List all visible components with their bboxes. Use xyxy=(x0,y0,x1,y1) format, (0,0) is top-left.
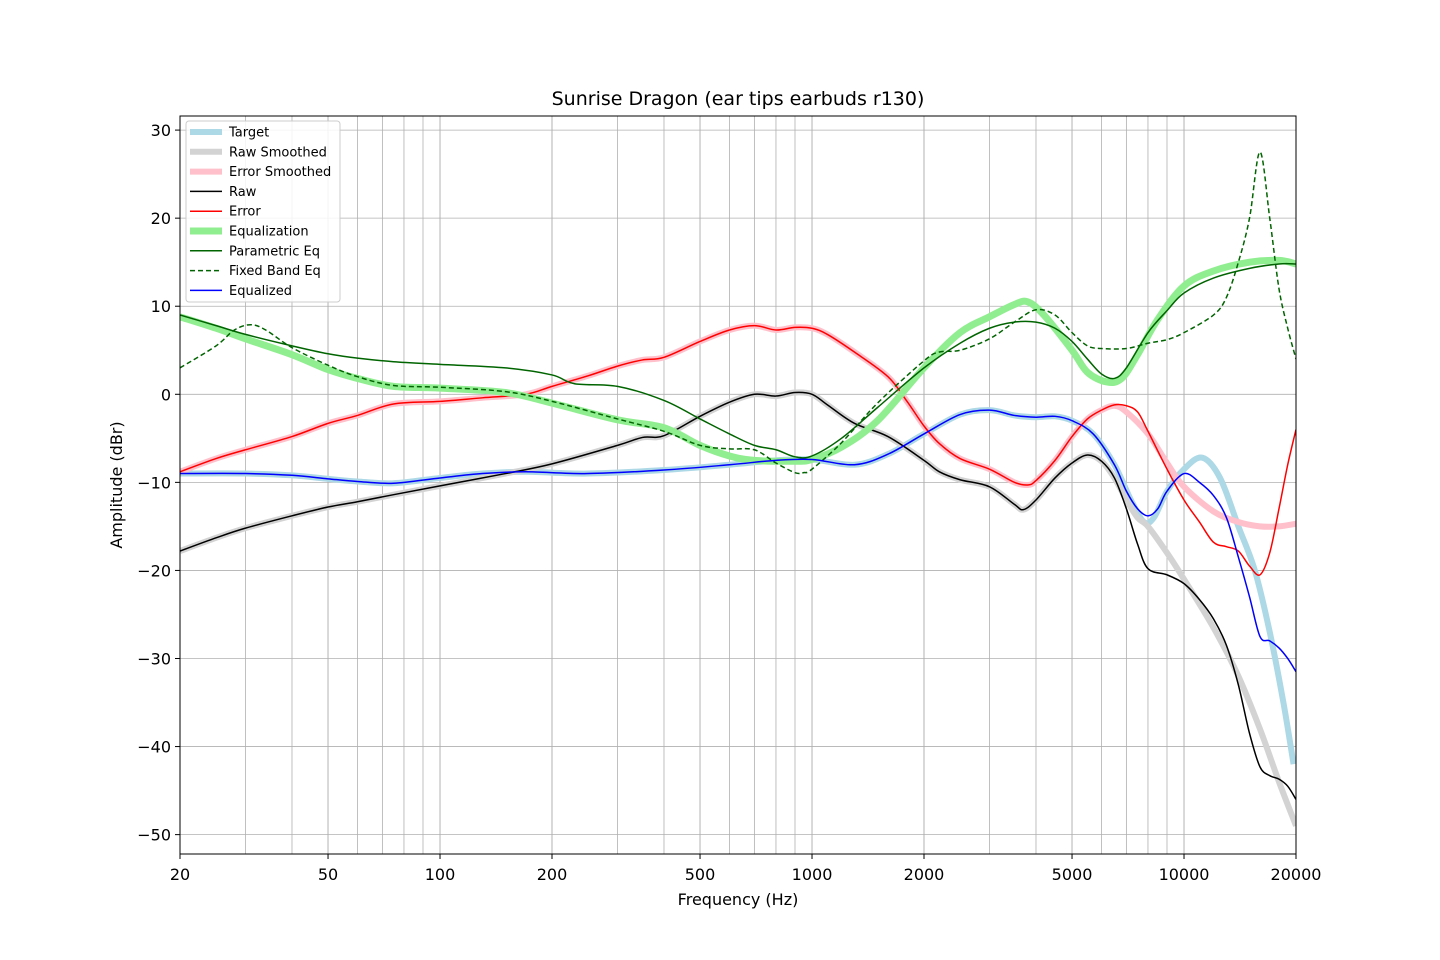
legend-label-error-smoothed: Error Smoothed xyxy=(229,165,331,180)
legend: Target Raw Smoothed Error Smoothed Raw Error… xyxy=(185,120,341,303)
x-tick-label: 50 xyxy=(318,865,338,884)
x-axis-title: Frequency (Hz) xyxy=(678,890,799,909)
y-tick-label: 0 xyxy=(161,385,171,404)
legend-label-equalized: Equalized xyxy=(229,284,292,299)
legend-label-raw-smoothed: Raw Smoothed xyxy=(229,145,327,160)
y-tick-label: −40 xyxy=(137,738,171,757)
series-line-parametric-eq xyxy=(180,262,1296,459)
legend-label-parametric-eq: Parametric Eq xyxy=(229,244,320,259)
chart-title: Sunrise Dragon (ear tips earbuds r130) xyxy=(552,88,925,110)
y-axis: 30 20 10 0 −10 −20 −30 −40 −50 xyxy=(137,121,180,845)
legend-box xyxy=(185,120,341,303)
x-axis: 20 50 100 200 500 1000 2000 5000 10000 20000 xyxy=(170,854,1322,884)
series-line-equalized xyxy=(180,409,1296,673)
x-tick-label: 10000 xyxy=(1159,865,1210,884)
series-line-fixed-band-eq xyxy=(180,151,1296,475)
x-tick-label: 200 xyxy=(537,865,568,884)
series-layer xyxy=(180,151,1296,827)
legend-label-raw: Raw xyxy=(229,185,257,200)
x-tick-label: 1000 xyxy=(792,865,833,884)
y-tick-label: 10 xyxy=(151,297,171,316)
x-tick-label: 100 xyxy=(425,865,456,884)
x-tick-label: 2000 xyxy=(904,865,945,884)
series-line-equalization xyxy=(180,256,1296,465)
x-tick-label: 500 xyxy=(685,865,716,884)
legend-label-equalization: Equalization xyxy=(229,225,309,240)
y-axis-title: Amplitude (dBr) xyxy=(107,421,126,548)
plot-frame xyxy=(179,115,1297,855)
legend-label-fixed-band-eq: Fixed Band Eq xyxy=(229,264,321,279)
x-tick-label: 20 xyxy=(170,865,190,884)
series-line-error xyxy=(180,324,1296,576)
y-tick-label: −50 xyxy=(137,826,171,845)
y-tick-label: 30 xyxy=(151,121,171,140)
x-tick-label: 20000 xyxy=(1271,865,1322,884)
series-line-raw xyxy=(180,391,1296,800)
y-tick-label: −20 xyxy=(137,561,171,580)
y-tick-label: −30 xyxy=(137,649,171,668)
x-tick-label: 5000 xyxy=(1052,865,1093,884)
legend-label-target: Target xyxy=(228,126,269,141)
y-tick-label: −10 xyxy=(137,473,171,492)
legend-label-error: Error xyxy=(229,205,261,220)
y-tick-label: 20 xyxy=(151,209,171,228)
